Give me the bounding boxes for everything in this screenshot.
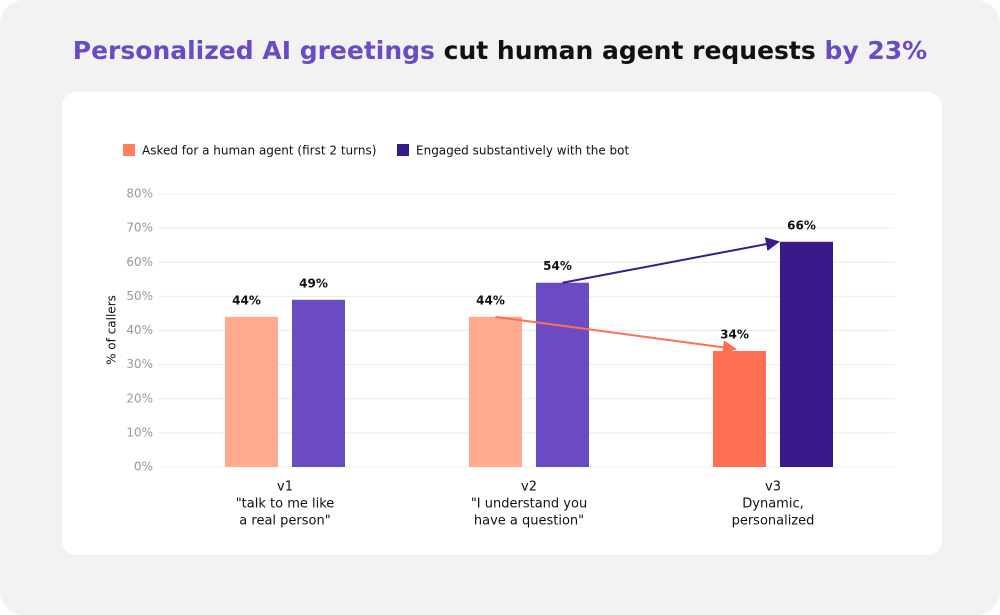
x-tick-label: Dynamic, bbox=[742, 497, 803, 512]
y-tick-label: 0% bbox=[134, 460, 153, 474]
title-part: cut human agent requests bbox=[435, 36, 825, 65]
title-part: by 23% bbox=[824, 36, 927, 65]
bar bbox=[292, 299, 345, 467]
trend-arrow bbox=[495, 315, 737, 355]
value-label: 44% bbox=[232, 293, 261, 307]
chart-title: Personalized AI greetings cut human agen… bbox=[73, 36, 927, 65]
y-tick-label: 10% bbox=[126, 425, 153, 439]
y-tick-label: 20% bbox=[126, 391, 153, 405]
y-tick-label: 30% bbox=[126, 357, 153, 371]
bar bbox=[713, 350, 766, 467]
value-label: 66% bbox=[787, 218, 816, 232]
value-label: 44% bbox=[476, 293, 505, 307]
y-tick-label: 80% bbox=[126, 187, 153, 201]
x-tick-label: have a question" bbox=[474, 514, 584, 529]
x-tick-label: v2 bbox=[521, 480, 537, 495]
value-label: 54% bbox=[543, 259, 572, 273]
title-part: Personalized AI greetings bbox=[73, 36, 435, 65]
bar bbox=[536, 282, 589, 467]
bar bbox=[469, 316, 522, 467]
legend-label: Asked for a human agent (first 2 turns) bbox=[142, 144, 376, 158]
bar bbox=[225, 316, 278, 467]
legend-swatch bbox=[123, 144, 135, 156]
x-tick-label: v3 bbox=[765, 480, 781, 495]
x-tick-label: personalized bbox=[732, 514, 815, 529]
y-tick-label: 40% bbox=[126, 323, 153, 337]
value-label: 49% bbox=[299, 276, 328, 290]
y-tick-label: 70% bbox=[126, 221, 153, 235]
y-tick-label: 60% bbox=[126, 255, 153, 269]
x-tick-label: a real person" bbox=[239, 514, 330, 529]
y-tick-label: 50% bbox=[126, 289, 153, 303]
trend-arrow bbox=[562, 237, 780, 284]
x-tick-label: v1 bbox=[277, 480, 293, 495]
value-label: 34% bbox=[720, 327, 749, 341]
legend-label: Engaged substantively with the bot bbox=[416, 144, 629, 158]
x-tick-label: "I understand you bbox=[471, 497, 587, 512]
x-tick-label: "talk to me like bbox=[236, 497, 335, 512]
legend-swatch bbox=[397, 144, 409, 156]
bar bbox=[780, 241, 833, 467]
y-axis-label: % of callers bbox=[105, 295, 119, 365]
